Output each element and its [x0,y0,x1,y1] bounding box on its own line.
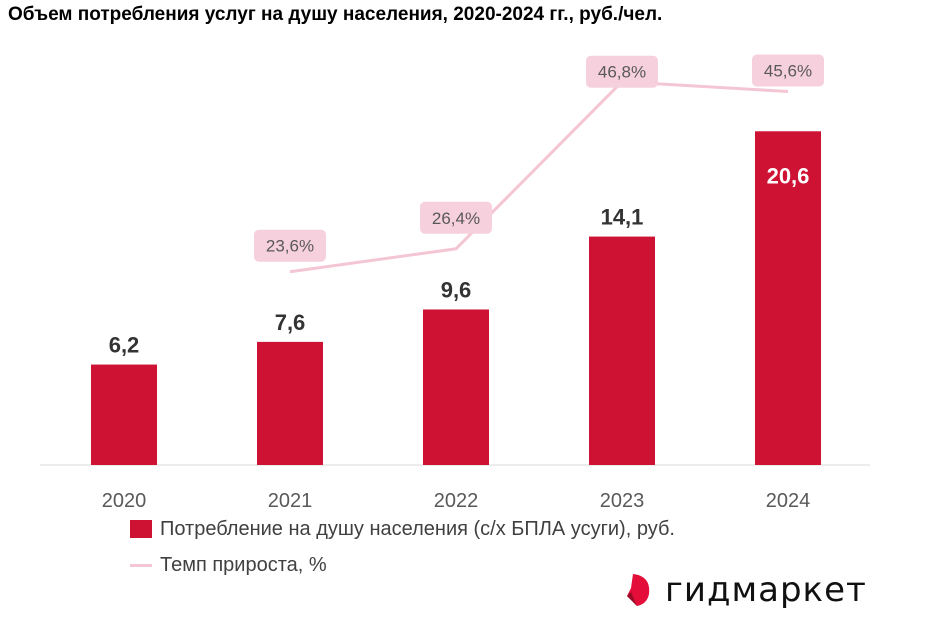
line-data-label: 45,6% [764,62,812,81]
line-data-label: 26,4% [432,209,480,228]
bar [423,309,489,465]
bar-data-label: 9,6 [441,277,472,302]
chart-title: Объем потребления услуг на душу населени… [8,4,663,25]
bar-data-label: 14,1 [601,205,644,230]
x-tick-label: 2020 [102,490,147,512]
legend-item-line: Темп прироста, % [130,553,327,577]
line-data-label: 23,6% [266,237,314,256]
legend-swatch-bar [130,520,152,538]
bar-data-label: 6,2 [109,333,140,358]
bar-data-label: 7,6 [275,310,306,335]
growth-line [289,80,789,274]
line-label-box [420,201,492,234]
bar [589,236,655,465]
bar [755,131,821,465]
x-tick-label: 2022 [434,490,479,512]
legend-item-bars: Потребление на душу населения (с/х БПЛА … [130,517,675,541]
line-label-box [254,229,326,262]
x-tick-label: 2024 [766,490,811,512]
line-data-label: 46,8% [598,63,646,82]
line-label-box [752,54,824,87]
line-label-box [586,55,658,88]
bar [257,341,323,465]
logo-text: гидмаркет [665,570,867,610]
legend-swatch-line [130,563,152,567]
legend-label-line: Темп прироста, % [160,554,327,576]
x-tick-label: 2021 [268,490,313,512]
bar [91,364,157,465]
x-tick-label: 2023 [600,490,645,512]
legend-label-bars: Потребление на душу населения (с/х БПЛА … [160,518,675,540]
logo: гидмаркет [625,570,867,610]
chart: 6,2 2020 7,6 2021 9,6 2022 14,1 2023 20,6 2024 23,… [40,54,870,512]
chart-footer: Потребление на душу населения (с/х БПЛА … [0,515,947,621]
logo-icon [627,574,650,606]
bar-data-label: 20,6 [767,163,810,188]
